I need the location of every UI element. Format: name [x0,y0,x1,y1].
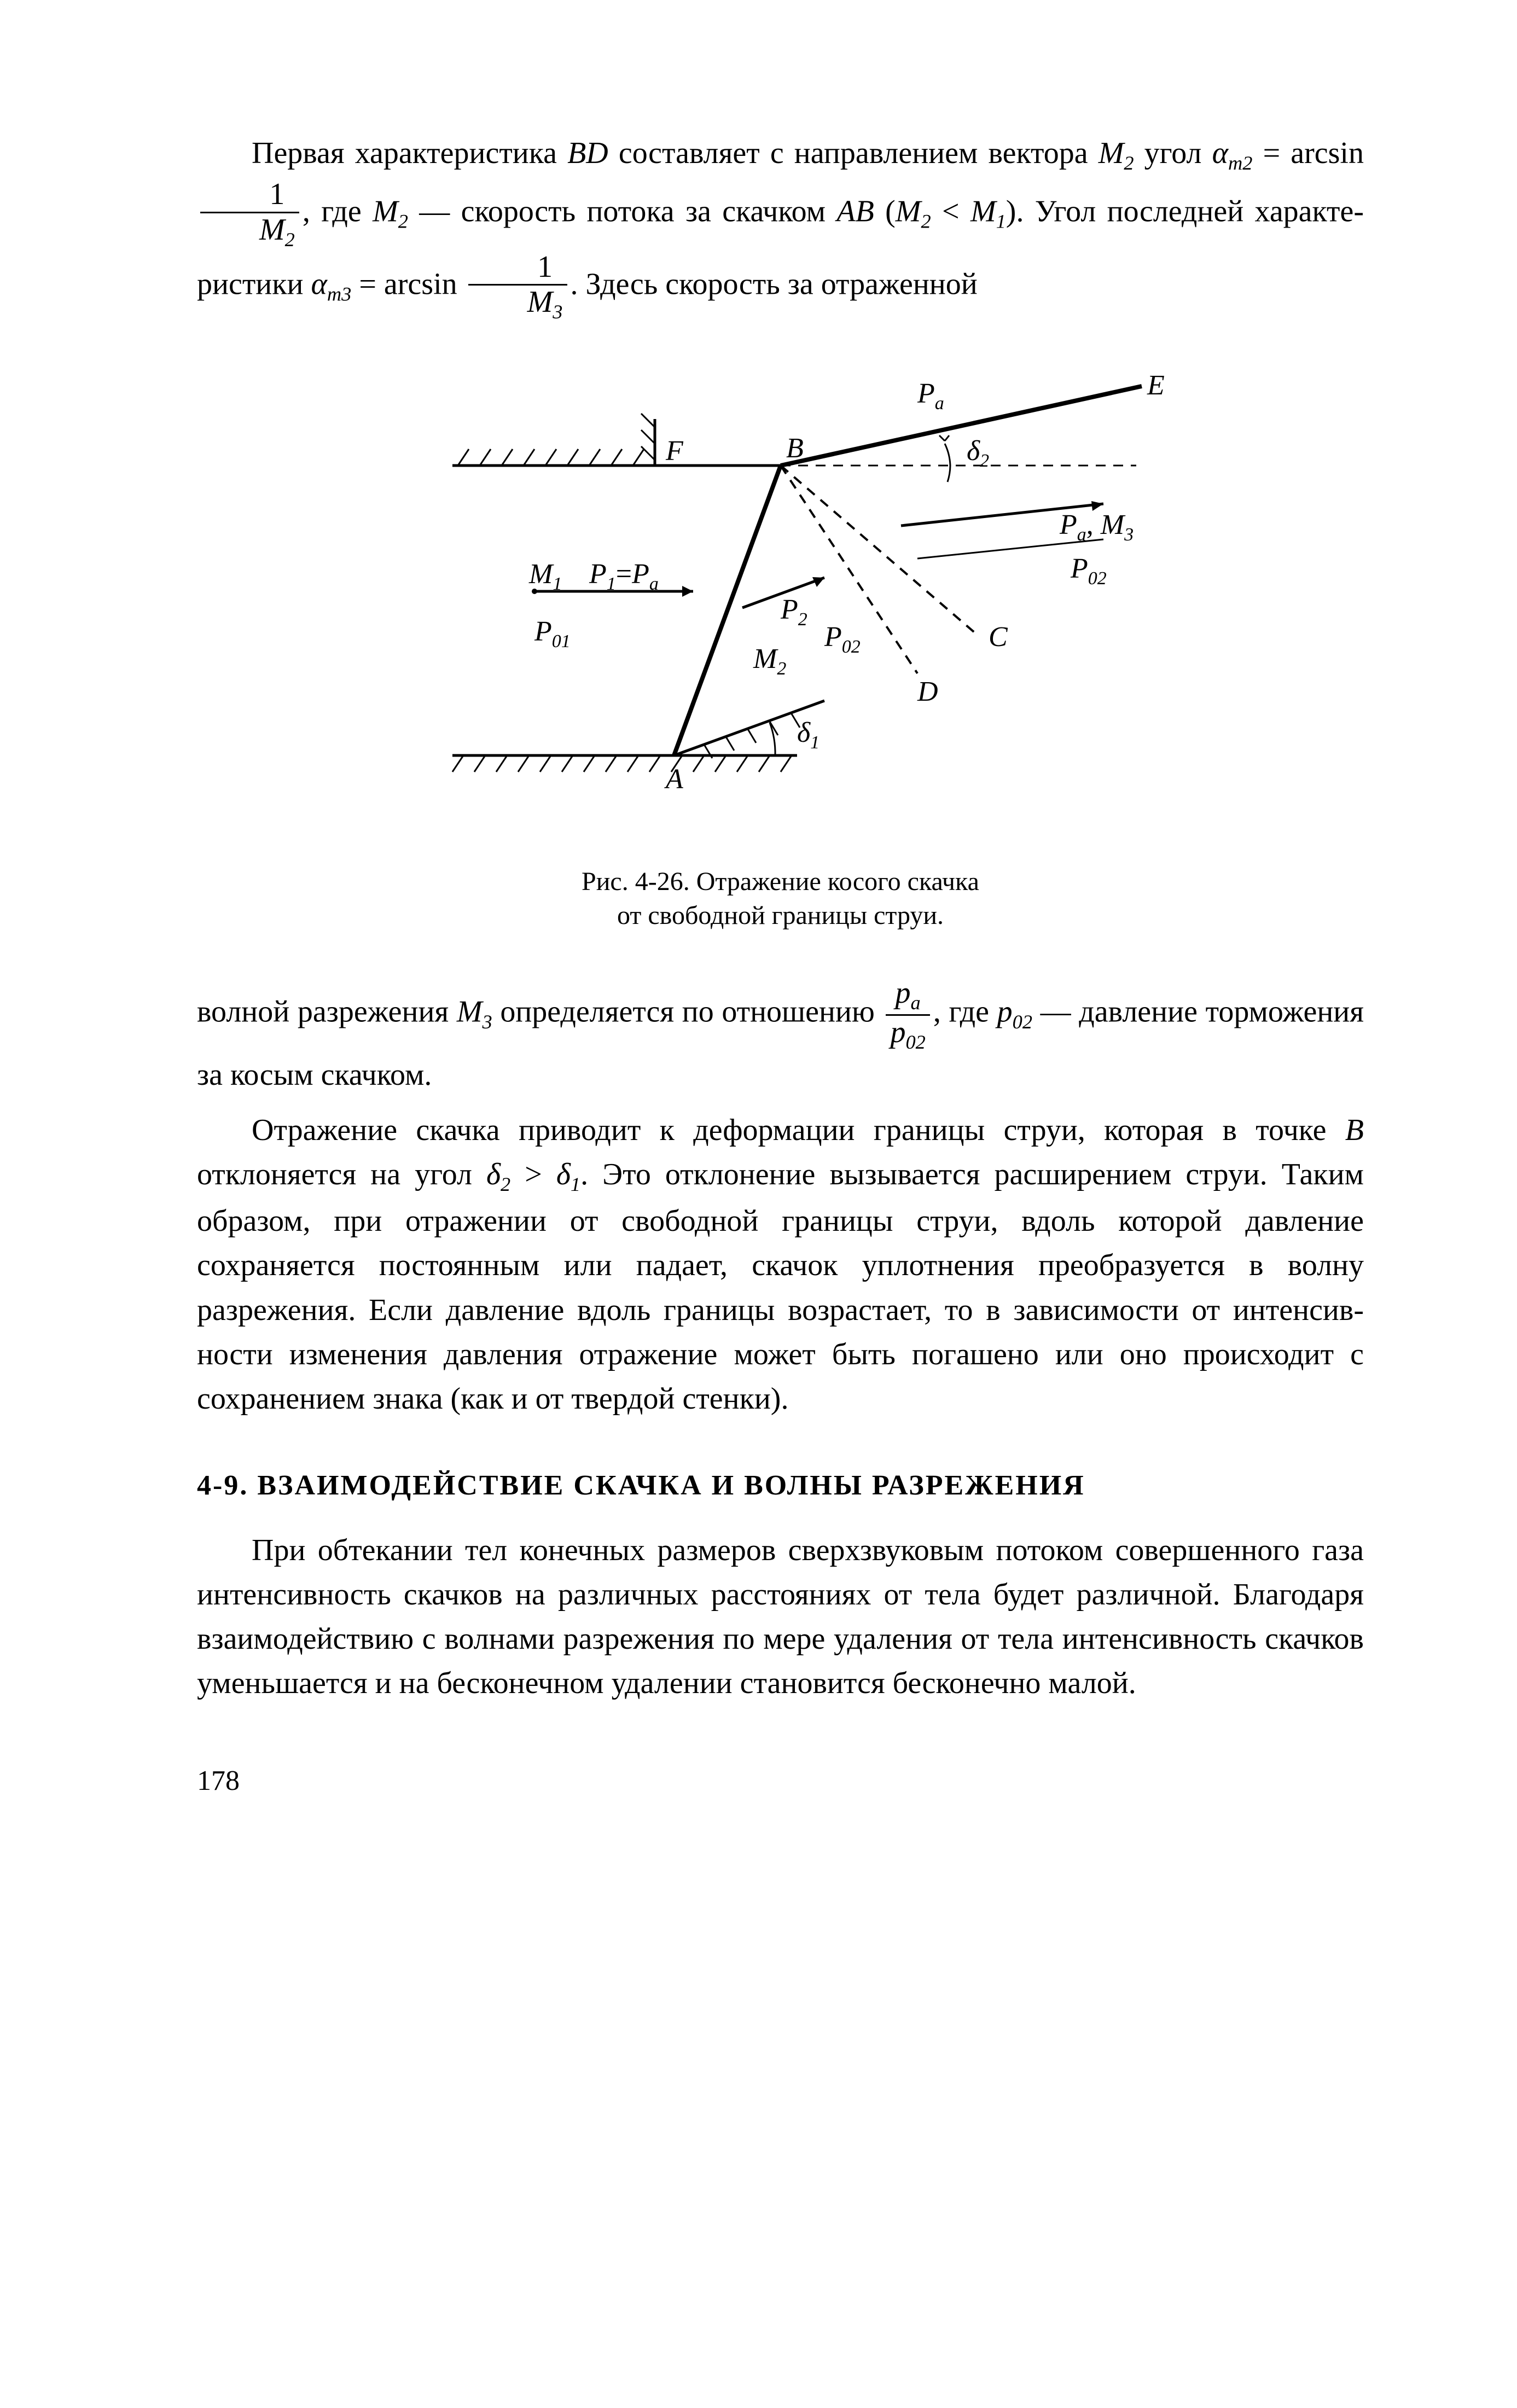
sub: 2 [921,210,931,232]
sub: 1 [571,1173,580,1195]
symbol-M2: M [373,194,398,228]
text: ( [874,194,896,228]
paragraph-4: При обтекании тел конечных размеров свер… [197,1528,1364,1706]
paragraph-1: Первая характеристика BD составляет с на… [197,131,1364,323]
text: . Здесь скорость за отраженной [571,267,978,301]
sub: 2 [398,210,408,232]
symbol-M2: M [1098,136,1124,170]
svg-text:Pa: Pa [917,378,944,414]
text: > [510,1158,556,1191]
svg-text:M1: M1 [528,559,562,594]
text: угол [1134,136,1212,170]
sub: m2 [1228,152,1252,174]
symbol-AB: AB [836,194,874,228]
figure-4-26: F E Pa δ2 B [197,356,1364,933]
svg-text:δ1: δ1 [797,717,819,753]
text: — скорость по­тока за скачком [408,194,836,228]
sub: 2 [501,1173,510,1195]
text: , где [933,995,997,1029]
denominator: M2 [200,213,299,251]
fraction: pap02 [886,976,929,1052]
symbol-M2: M [896,194,921,228]
svg-text:A: A [664,764,683,795]
symbol-alpha: α [1212,136,1228,170]
section-heading-4-9: 4-9. ВЗАИМОДЕЙСТВИЕ СКАЧКА И ВОЛНЫ РАЗРЕ… [197,1465,1364,1506]
svg-text:P01: P01 [534,616,571,652]
svg-text:P02: P02 [824,621,861,657]
sub: m3 [327,283,351,305]
symbol-alpha: α [311,267,327,301]
text: , где [303,194,373,228]
symbol-delta2: δ [486,1158,501,1191]
text: < [931,194,970,228]
sub: 02 [1013,1011,1032,1033]
sub: 1 [996,210,1006,232]
symbol-M3: M [457,995,483,1029]
svg-text:E: E [1147,370,1165,401]
svg-text:P1=Pa: P1=Pa [589,559,659,594]
fraction: 1M2 [200,178,299,251]
svg-text:C: C [989,621,1008,653]
diagram-svg: F E Pa δ2 B [370,356,1191,848]
svg-text:P02: P02 [1070,553,1107,589]
numerator: 1 [200,178,299,213]
svg-text:F: F [665,435,684,467]
paragraph-2: волной разрежения M3 определяется по отн… [197,976,1364,1097]
text: . Это отклонение вызывается расширением … [197,1158,1364,1416]
symbol-M1: M [970,194,996,228]
paragraph-3: Отражение скачка приводит к деформации г… [197,1108,1364,1421]
svg-text:M2: M2 [753,643,786,679]
symbol-delta1: δ [556,1158,571,1191]
svg-text:B: B [786,433,804,464]
page-number: 178 [197,1760,1364,1801]
caption-line-1: Рис. 4-26. Отражение косого скачка [582,867,979,896]
caption-line-2: от свободной границы струи. [617,901,944,930]
text: = arcsin [1252,136,1364,170]
text: определяется по отношению [492,995,883,1029]
svg-text:Pa, M3: Pa, M3 [1059,509,1134,545]
text: Отражение скачка приводит к деформации г… [252,1113,1345,1147]
symbol-BD: BD [567,136,608,170]
denominator: p02 [886,1016,929,1053]
text: волной разрежения [197,995,457,1029]
svg-text:P2: P2 [780,594,807,630]
denominator: M3 [468,286,567,323]
sub: 2 [1124,152,1134,174]
text: = arcsin [351,267,464,301]
text: составляет с направлением вектора [608,136,1098,170]
fraction: 1M3 [468,251,567,323]
text: Первая характеристика [252,136,567,170]
svg-text:D: D [917,676,938,707]
text: отклоняется на угол [197,1158,486,1191]
numerator: 1 [468,251,567,286]
sub: 3 [482,1011,492,1033]
numerator: pa [886,976,929,1015]
symbol-B: B [1345,1113,1364,1147]
svg-text:δ2: δ2 [967,435,989,471]
symbol-p02: p [997,995,1013,1029]
figure-caption: Рис. 4-26. Отражение косого скачка от св… [197,865,1364,933]
